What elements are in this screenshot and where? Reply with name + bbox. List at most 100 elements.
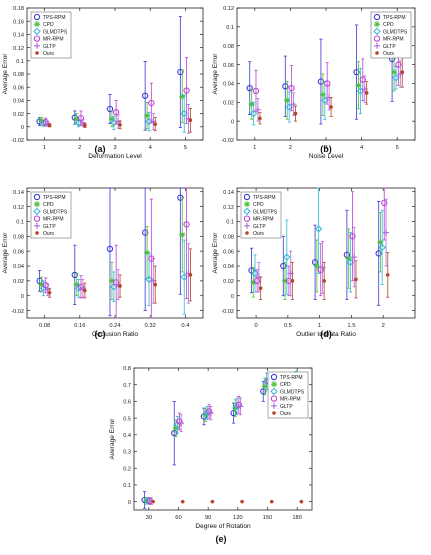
y-tick-label: 0.1 bbox=[123, 483, 131, 489]
y-tick-label: 0.1 bbox=[16, 59, 24, 65]
data-point bbox=[258, 286, 263, 291]
x-tick-label: 90 bbox=[205, 515, 211, 521]
data-point bbox=[261, 383, 268, 390]
data-point bbox=[391, 69, 398, 76]
y-tick-label: 0.14 bbox=[13, 190, 24, 196]
y-tick-label: 0.04 bbox=[223, 82, 234, 88]
data-point bbox=[324, 80, 331, 87]
data-point bbox=[282, 277, 289, 284]
data-point bbox=[83, 123, 87, 128]
data-point bbox=[322, 279, 326, 283]
x-tick-label: 1 bbox=[43, 145, 46, 151]
legend-entry: GLMDTPS bbox=[43, 209, 68, 215]
legend-entry: MR-RPM bbox=[43, 217, 64, 223]
data-point bbox=[151, 499, 155, 504]
legend-entry: Ours bbox=[43, 231, 54, 237]
y-tick-label: 0 bbox=[21, 125, 24, 131]
data-point bbox=[354, 277, 358, 282]
data-point bbox=[188, 118, 193, 122]
x-tick-label: 3 bbox=[324, 145, 327, 151]
y-tick-label: 0.06 bbox=[223, 63, 234, 69]
legend-entry: GLTP bbox=[280, 404, 293, 410]
data-point bbox=[282, 83, 289, 90]
data-point bbox=[38, 281, 45, 288]
legend-marker bbox=[35, 51, 39, 55]
data-point bbox=[180, 499, 185, 504]
data-point bbox=[83, 288, 87, 293]
legend-marker bbox=[374, 42, 380, 49]
legend-entry: GLTP bbox=[383, 44, 396, 50]
y-tick-label: -0.02 bbox=[11, 138, 24, 144]
data-point bbox=[183, 221, 190, 228]
legend-marker bbox=[243, 207, 251, 216]
legend-entry: GLMDTPS bbox=[280, 389, 305, 395]
legend-marker bbox=[243, 215, 251, 222]
data-point bbox=[210, 499, 215, 504]
y-tick-label: 0.2 bbox=[123, 466, 131, 472]
x-axis-label: Degree of Rotation bbox=[195, 523, 251, 530]
data-point bbox=[377, 239, 384, 246]
y-tick-label: 0.12 bbox=[223, 6, 234, 12]
y-tick-label: 0.06 bbox=[223, 249, 234, 255]
data-point bbox=[205, 408, 213, 415]
y-tick-label: 0 bbox=[231, 294, 234, 300]
y-tick-label: 0.14 bbox=[13, 33, 24, 39]
x-tick-label: 4 bbox=[360, 145, 364, 151]
panel-label: (d) bbox=[320, 329, 332, 339]
data-point bbox=[71, 271, 78, 279]
data-point bbox=[177, 68, 184, 76]
panel-label: (e) bbox=[216, 534, 227, 544]
data-point bbox=[355, 82, 362, 89]
y-tick-label: -0.02 bbox=[11, 309, 24, 315]
data-point bbox=[106, 245, 114, 253]
data-point bbox=[77, 283, 85, 290]
chart-panel-4: -0.02 0 0.02 0.04 0.06 0.08 0.1 0.12 0.14 0 0.5 1 1.… bbox=[212, 187, 416, 339]
data-point bbox=[269, 499, 274, 504]
y-tick-label: 0.7 bbox=[123, 383, 131, 389]
data-point bbox=[47, 290, 52, 295]
x-tick-label: 2 bbox=[78, 145, 81, 151]
y-tick-label: 0.08 bbox=[223, 44, 234, 50]
data-point bbox=[108, 277, 115, 284]
data-point bbox=[106, 105, 114, 113]
chart-panel-3: -0.02 0 0.02 0.04 0.06 0.08 0.1 0.12 0.14 0.08 0.1… bbox=[2, 187, 204, 339]
legend-entry: TPS-RPM bbox=[43, 15, 66, 21]
data-point bbox=[313, 263, 320, 269]
data-point bbox=[351, 254, 358, 261]
legend-entry: CPD bbox=[43, 202, 54, 208]
data-point bbox=[153, 282, 158, 287]
legend-entry: MR-RPM bbox=[383, 37, 404, 43]
data-point bbox=[252, 87, 260, 95]
y-tick-label: 0.02 bbox=[13, 279, 24, 285]
x-tick-label: 5 bbox=[396, 145, 399, 151]
y-tick-label: 0.14 bbox=[223, 190, 234, 196]
legend-marker bbox=[374, 21, 380, 28]
legend-marker bbox=[33, 193, 41, 201]
data-point bbox=[314, 225, 323, 233]
legend-marker bbox=[35, 231, 39, 235]
y-tick-label: 0.6 bbox=[123, 400, 131, 406]
y-tick-label: 0 bbox=[21, 294, 24, 300]
x-tick-label: 0.24 bbox=[109, 323, 121, 329]
data-point bbox=[293, 111, 298, 116]
x-axis-label: Outlier to Data Ratio bbox=[296, 331, 356, 338]
legend-marker bbox=[373, 35, 381, 42]
x-tick-label: 2 bbox=[382, 323, 385, 329]
y-tick-label: 0.04 bbox=[13, 264, 24, 270]
legend-entry: MR-RPM bbox=[43, 37, 64, 43]
chart-panel-5: 0 0.1 0.2 0.3 0.4 0.5 0.6 0.7 0.8 30 60 90 120 150 180… bbox=[109, 366, 313, 544]
legend-marker bbox=[33, 207, 41, 216]
data-point bbox=[260, 388, 267, 395]
data-point bbox=[258, 116, 262, 121]
data-point bbox=[378, 243, 386, 252]
x-axis-label: Occlusion Ratio bbox=[92, 331, 139, 338]
data-point bbox=[142, 229, 149, 236]
panel-label: (c) bbox=[95, 329, 106, 339]
x-tick-label: 2 bbox=[289, 145, 292, 151]
data-point bbox=[118, 123, 122, 127]
data-point bbox=[400, 70, 405, 74]
y-tick-label: 0.04 bbox=[223, 264, 234, 270]
y-axis-label: Average Error bbox=[109, 418, 116, 460]
